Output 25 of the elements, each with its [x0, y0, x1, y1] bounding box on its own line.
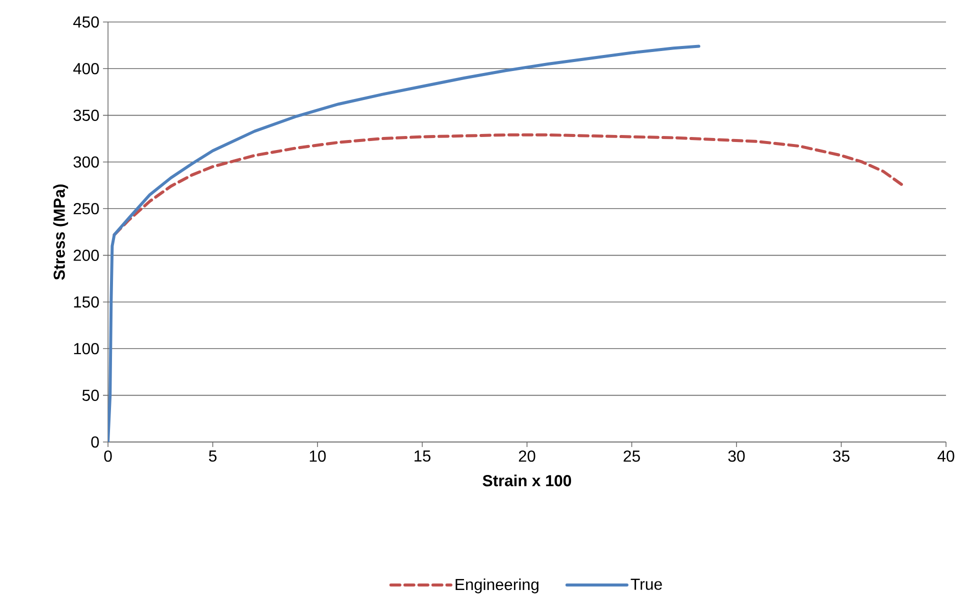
x-tick-label: 40	[938, 450, 954, 462]
y-tick-label: 350	[74, 110, 99, 121]
x-tick-label: 30	[728, 450, 745, 462]
x-tick-label: 20	[518, 450, 536, 462]
y-tick-label: 100	[74, 343, 99, 354]
x-tick-label: 15	[414, 450, 430, 462]
y-tick-label: 150	[74, 296, 99, 308]
x-tick-label: 0	[104, 450, 112, 462]
x-tick-label: 5	[208, 450, 217, 462]
x-tick-label: 10	[310, 450, 326, 462]
legend-label: True	[630, 578, 662, 590]
x-axis-title: Strain x 100	[482, 474, 572, 486]
x-tick-label: 25	[624, 450, 640, 462]
y-tick-label: 0	[91, 436, 99, 448]
y-tick-label: 200	[74, 250, 99, 261]
y-tick-label: 300	[74, 156, 99, 168]
line-series	[112, 133, 906, 236]
line-series	[108, 44, 700, 442]
x-tick-label: 35	[833, 450, 850, 462]
y-tick-label: 250	[74, 203, 99, 214]
legend-label: Engineering	[456, 578, 538, 594]
y-axis-title: Stress (MPa)	[53, 184, 68, 280]
y-tick-label: 400	[73, 63, 99, 74]
y-tick-label: 50	[82, 390, 99, 401]
y-tick-label: 450	[73, 16, 99, 28]
